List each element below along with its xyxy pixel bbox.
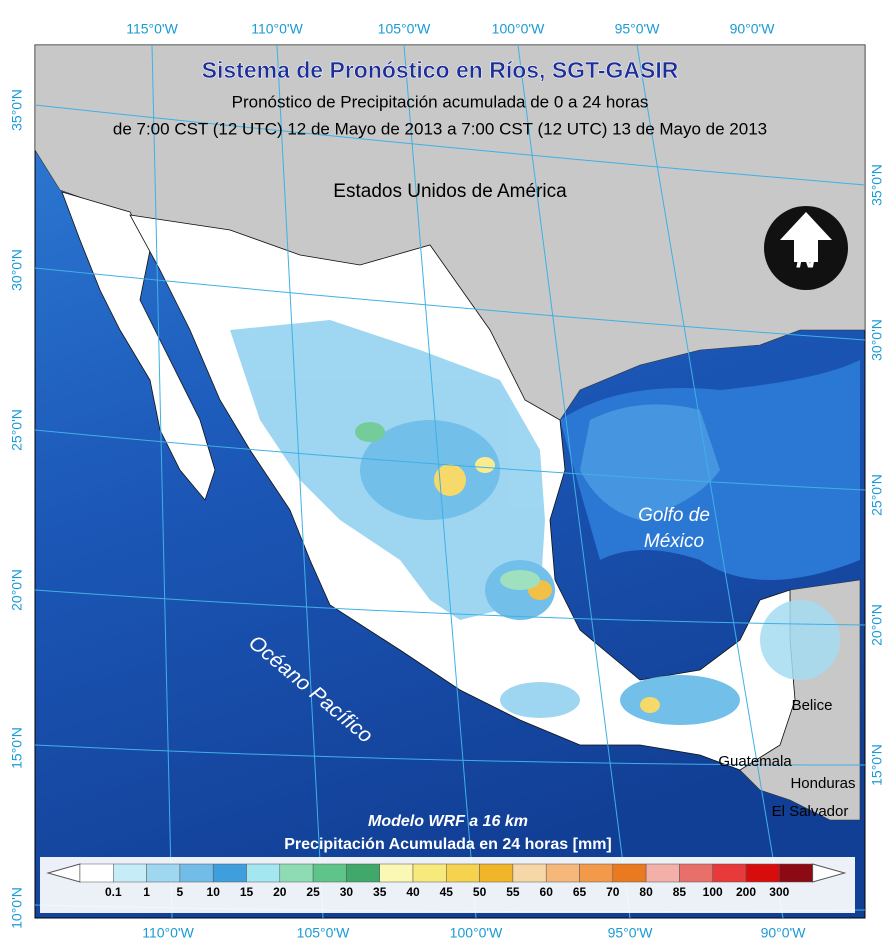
legend-swatch xyxy=(479,863,514,883)
longitude-label: 95°0'W xyxy=(615,21,661,37)
country-label: Guatemala xyxy=(718,753,792,770)
legend: 0.1 1 5 10 15 20 25 30 35 40 45 50 55 60 65 70 80 85 100 20… xyxy=(40,857,855,913)
legend-swatch xyxy=(379,863,414,883)
legend-swatch xyxy=(79,863,114,883)
longitude-label: 110°0'W xyxy=(142,925,194,941)
legend-swatch xyxy=(679,863,713,883)
legend-label: 85 xyxy=(673,885,687,899)
baja-california xyxy=(61,191,216,501)
legend-label: 40 xyxy=(406,885,420,899)
legend-swatch xyxy=(346,863,380,883)
title: Sistema de Pronóstico en Ríos, SGT-GASIR xyxy=(202,57,679,83)
sea-label: México xyxy=(644,531,704,552)
legend-swatch xyxy=(113,863,147,883)
svg-text:N: N xyxy=(796,242,817,273)
latitude-label: 20°0'N xyxy=(869,604,885,646)
model-label: Modelo WRF a 16 km xyxy=(368,813,528,830)
longitude-label: 105°0'W xyxy=(378,21,431,37)
legend-swatch xyxy=(512,863,547,883)
latitude-label: 25°0'N xyxy=(9,409,25,451)
legend-label: 200 xyxy=(736,885,756,899)
legend-label: 1 xyxy=(143,885,150,899)
legend-label: 45 xyxy=(440,885,454,899)
latitude-label: 25°0'N xyxy=(869,474,885,516)
legend-label: 100 xyxy=(703,885,723,899)
legend-swatch xyxy=(146,863,181,883)
legend-label: 15 xyxy=(240,885,254,899)
subtitle: Pronóstico de Precipitación acumulada de… xyxy=(232,92,649,111)
legend-swatch xyxy=(645,863,680,883)
longitude-label: 90°0'W xyxy=(761,925,807,941)
legend-label: 60 xyxy=(540,885,554,899)
latitude-label: 20°0'N xyxy=(9,569,25,611)
legend-label: 5 xyxy=(177,885,184,899)
latitude-label: 10°0'N xyxy=(9,887,25,929)
latitude-label: 35°0'N xyxy=(869,164,885,206)
legend-swatch xyxy=(246,863,281,883)
country-label: Estados Unidos de América xyxy=(333,181,567,202)
legend-label: 80 xyxy=(639,885,653,899)
precipitation xyxy=(230,320,840,725)
legend-swatch xyxy=(412,863,447,883)
north-arrow: N xyxy=(764,206,848,290)
legend-swatch xyxy=(179,863,214,883)
legend-swatch xyxy=(745,863,780,883)
latitude-label: 30°0'N xyxy=(9,249,25,291)
sea-label: Golfo de xyxy=(638,505,710,526)
longitude-label: 95°0'W xyxy=(608,925,654,941)
legend-swatch xyxy=(545,863,580,883)
latitude-label: 15°0'N xyxy=(869,744,885,786)
subtitle: de 7:00 CST (12 UTC) 12 de Mayo de 2013 … xyxy=(113,119,767,138)
legend-arrow xyxy=(812,863,847,883)
legend-label: 25 xyxy=(306,885,320,899)
legend-swatch xyxy=(712,863,747,883)
longitude-label: 100°0'W xyxy=(450,925,503,941)
legend-label: 20 xyxy=(273,885,287,899)
legend-label: 300 xyxy=(769,885,789,899)
legend-label: 0.1 xyxy=(105,885,122,899)
legend-swatch xyxy=(779,863,813,883)
legend-swatch xyxy=(446,863,480,883)
longitude-label: 90°0'W xyxy=(730,21,776,37)
legend-swatch xyxy=(279,863,314,883)
legend-label: 50 xyxy=(473,885,487,899)
legend-label: 30 xyxy=(340,885,354,899)
legend-swatch xyxy=(579,863,614,883)
longitude-label: 115°0'W xyxy=(126,21,178,37)
legend-swatch xyxy=(612,863,647,883)
legend-swatch xyxy=(312,863,347,883)
legend-label: 70 xyxy=(606,885,620,899)
legend-label: 35 xyxy=(373,885,387,899)
longitude-label: 105°0'W xyxy=(297,925,350,941)
country-label: Belice xyxy=(792,697,833,714)
longitude-label: 110°0'W xyxy=(251,21,303,37)
shelf xyxy=(580,404,720,520)
country-label: El Salvador xyxy=(772,803,849,820)
latitude-label: 15°0'N xyxy=(9,727,25,769)
legend-label: 65 xyxy=(573,885,587,899)
legend-title: Precipitación Acumulada en 24 horas [mm] xyxy=(284,836,612,853)
latitude-label: 30°0'N xyxy=(869,319,885,361)
legend-label: 55 xyxy=(506,885,520,899)
country-label: Honduras xyxy=(790,775,855,792)
longitude-label: 100°0'W xyxy=(492,21,545,37)
legend-label: 10 xyxy=(207,885,221,899)
legend-swatch xyxy=(212,863,247,883)
latitude-label: 35°0'N xyxy=(9,89,25,131)
